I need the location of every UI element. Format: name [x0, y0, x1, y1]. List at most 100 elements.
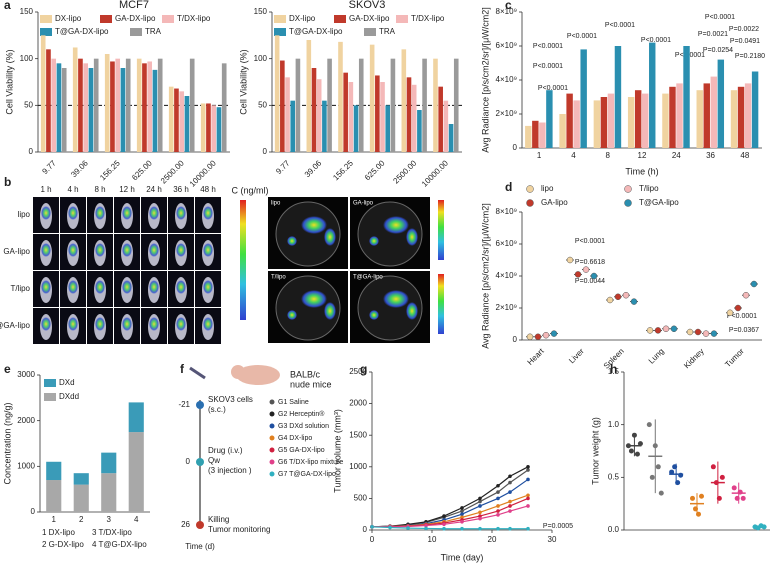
dot: [675, 480, 681, 486]
timeline-axis-label: Time (d): [185, 542, 215, 551]
bar: [385, 105, 391, 152]
x-tick-label: 4: [571, 151, 576, 160]
x-tick-label: 0: [370, 535, 375, 544]
dot: [550, 330, 558, 337]
dot: [652, 443, 658, 449]
legend-swatch: [130, 28, 142, 36]
dot: [582, 266, 590, 273]
x-axis-label: Time (day): [441, 552, 484, 562]
chart-title: SKOV3: [349, 0, 386, 11]
bar: [120, 68, 126, 152]
bar: [662, 93, 669, 148]
legend-swatch: [624, 185, 632, 193]
y-tick-label: 1000: [349, 462, 367, 471]
y-tick-label: 50: [258, 100, 267, 109]
signal: [41, 317, 51, 331]
point: [496, 483, 500, 488]
x-tick-label: 2500.00: [391, 158, 418, 185]
bar: [216, 107, 222, 152]
bar: [40, 35, 46, 153]
bar: [61, 68, 67, 152]
line: [371, 526, 528, 530]
y-tick-label: 1500: [349, 430, 367, 439]
signal: [68, 317, 78, 331]
organ-signal: [369, 236, 379, 246]
panel-label: d: [505, 180, 512, 194]
bar: [573, 100, 580, 148]
x-axis-label: C (ng/ml): [231, 185, 268, 195]
dot: [634, 451, 640, 457]
legend-label: T@GA-DX-lipo: [289, 27, 343, 36]
time-label: 48 h: [200, 185, 216, 194]
bar: [295, 58, 301, 152]
y-tick-label: 2000: [349, 399, 367, 408]
bar: [453, 58, 459, 152]
bar: [539, 122, 546, 148]
bar: [168, 86, 174, 152]
bar: [322, 100, 327, 152]
signal: [41, 280, 51, 294]
x-tick-label: 8: [605, 151, 610, 160]
bar: [696, 90, 703, 148]
legend-label: GA-DX-lipo: [349, 14, 390, 23]
bar: [627, 97, 635, 148]
x-tick-label: 10000.00: [420, 158, 450, 188]
dot: [740, 495, 746, 501]
y-axis-label: Tumor weight (g): [590, 417, 600, 485]
bar: [115, 58, 121, 152]
dot: [590, 272, 598, 280]
x-tick-label: 2: [79, 515, 84, 524]
point: [508, 499, 512, 504]
organ-signal: [301, 216, 327, 234]
note: 1 DX-lipo: [42, 528, 75, 537]
annotation: P=0.0491: [730, 38, 760, 45]
dot: [750, 280, 758, 288]
point: [496, 496, 500, 501]
bar: [189, 58, 195, 152]
bar: [110, 61, 115, 152]
time-label: 4 h: [67, 185, 78, 194]
bar: [290, 100, 296, 152]
bar: [142, 63, 147, 153]
signal: [176, 243, 186, 257]
x-tick-label: Liver: [567, 346, 586, 365]
timeline-text: Drug (i.v.): [208, 446, 243, 455]
time-label: 12 h: [119, 185, 135, 194]
dot: [690, 495, 695, 501]
row-label: lipo: [18, 210, 31, 219]
legend-label: T@GA-lipo: [639, 198, 679, 207]
time-label: 24 h: [146, 185, 162, 194]
mouse-head: [231, 365, 245, 379]
bar: [406, 77, 412, 152]
bar: [56, 63, 62, 153]
dot: [606, 296, 614, 304]
annotation: P=0.2180: [735, 53, 765, 60]
legend-swatch: [40, 15, 52, 23]
signal: [41, 243, 51, 257]
dot: [646, 327, 654, 334]
x-axis-label: Time (h): [625, 166, 658, 176]
organ-signal: [287, 236, 297, 246]
bar: [88, 68, 94, 152]
point: [526, 477, 530, 482]
bar: [683, 46, 690, 148]
legend-swatch: [624, 199, 632, 207]
point: [442, 522, 446, 527]
bar: [136, 58, 142, 152]
group-swatch: [269, 471, 275, 477]
x-tick-label: 36: [706, 151, 715, 160]
point: [526, 468, 530, 472]
bar: [311, 68, 317, 152]
annotation: P=0.0254: [703, 47, 733, 54]
y-tick-label: 2500: [349, 367, 367, 376]
panel-label: b: [4, 175, 11, 189]
legend-label: TRA: [145, 27, 162, 36]
bar: [125, 58, 131, 152]
point: [442, 514, 446, 518]
annotation: P<0.0001: [641, 37, 671, 44]
bar: [580, 49, 587, 148]
bar: [593, 100, 601, 148]
y-tick-label: 150: [20, 7, 34, 16]
group-swatch: [269, 459, 275, 465]
bar: [179, 91, 185, 152]
